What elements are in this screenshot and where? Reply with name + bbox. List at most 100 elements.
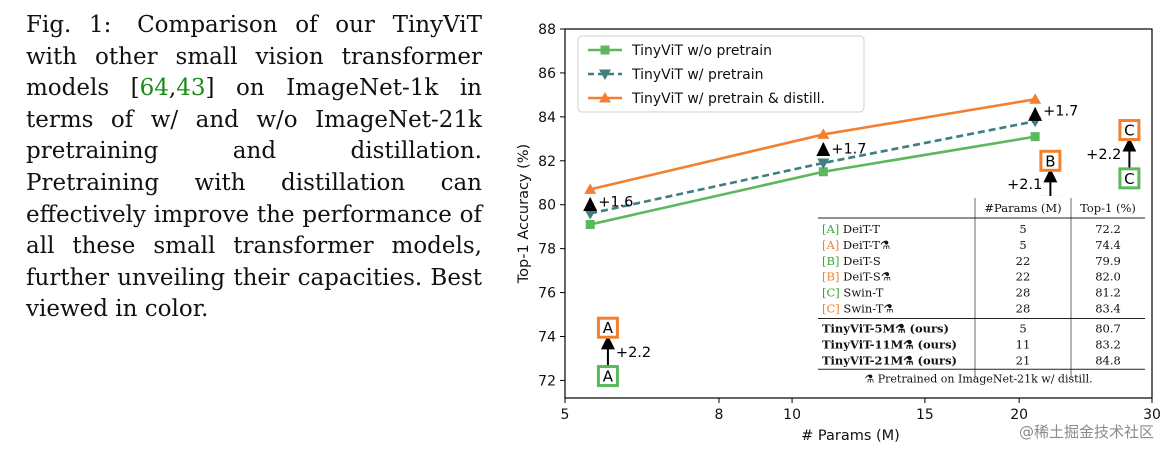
table-row-model: [A] DeiT-T	[822, 222, 880, 236]
citation-ref-2[interactable]: 43	[176, 75, 206, 102]
table-row-params: 28	[1016, 286, 1031, 300]
y-tick-label: 80	[538, 198, 556, 214]
table-row-model: [C] Swin-T	[822, 286, 884, 300]
series-2-point	[584, 183, 597, 194]
table-footnote: ⚗ Pretrained on ImageNet-21k w/ distill.	[864, 372, 1092, 385]
model-box-c	[1118, 119, 1141, 142]
figure-caption: Fig. 1: Comparison of our TinyViT with o…	[26, 10, 482, 326]
table-row-top1: 74.4	[1095, 238, 1121, 252]
table-row-tag: [A]	[822, 222, 839, 236]
caption-text-before: Comparison of our TinyViT with other sma…	[26, 12, 483, 102]
model-box-a	[596, 365, 619, 388]
table-row-tag: [A]	[822, 238, 839, 252]
y-tick-label: 82	[538, 154, 556, 170]
series-0-point	[585, 219, 595, 229]
table-header: #Params (M)	[984, 201, 1061, 215]
table-ours-params: 11	[1016, 337, 1031, 351]
series-2-point	[817, 128, 830, 139]
table-row-name: Swin-T	[840, 286, 884, 300]
table-row-model: [A] DeiT-T⚗	[822, 238, 891, 252]
table-ours-params: 21	[1016, 353, 1031, 367]
figure-label: Fig. 1:	[26, 12, 112, 38]
x-axis-label: # Params (M)	[801, 428, 900, 444]
table-row-model: [B] DeiT-S⚗	[822, 270, 892, 284]
table-row-top1: 83.4	[1095, 302, 1121, 316]
table-row-model: [B] DeiT-S	[822, 254, 881, 268]
table-ours-model: TinyViT-11M⚗ (ours)	[822, 337, 957, 351]
table-row-name: Swin-T⚗	[840, 302, 895, 316]
table-row-tag: [C]	[822, 286, 840, 300]
x-tick-label: 10	[783, 407, 801, 423]
series-line-2	[589, 98, 1036, 191]
gain-label: +1.7	[831, 142, 866, 158]
gain-label: +2.2	[1086, 147, 1121, 163]
table-row-name: DeiT-T	[839, 222, 880, 236]
table-row-top1: 82.0	[1095, 270, 1121, 284]
legend-marker-2	[599, 92, 611, 103]
x-tick-label: 15	[916, 407, 934, 423]
table-row-params: 22	[1016, 254, 1031, 268]
model-box-b	[1039, 149, 1062, 172]
x-tick-label: 20	[1010, 407, 1028, 423]
gain-label: +1.7	[1043, 103, 1078, 119]
plot-frame	[564, 28, 1153, 399]
gain-label: +2.2	[616, 345, 651, 361]
model-box-letter: C	[1124, 170, 1134, 188]
table-row-name: DeiT-S⚗	[839, 270, 891, 284]
table-row-params: 5	[1019, 222, 1026, 236]
table-ours-params: 5	[1019, 322, 1026, 336]
table-row-params: 22	[1016, 270, 1031, 284]
table-row-name: DeiT-T⚗	[839, 238, 891, 252]
legend-marker-1	[599, 69, 611, 80]
y-tick-label: 74	[538, 330, 556, 346]
legend-marker-0	[600, 45, 610, 55]
table-ours-top1: 84.8	[1095, 353, 1121, 367]
series-1-point	[817, 158, 830, 169]
series-2-point	[1029, 93, 1042, 104]
legend-label-2: TinyViT w/ pretrain & distill.	[631, 91, 825, 107]
watermark: @稀土掘金技术社区	[1018, 423, 1154, 441]
x-tick-label: 30	[1143, 407, 1161, 423]
table-row-tag: [B]	[822, 270, 839, 284]
model-box-letter: C	[1124, 122, 1134, 140]
accuracy-vs-params-chart: 72 74 76 78 80 82 84 86 88 5 8 10 15 20 30 # Params (M)…	[516, 22, 1161, 444]
y-axis-label: Top-1 Accuracy (%)	[516, 144, 532, 284]
table-row-top1: 81.2	[1095, 286, 1121, 300]
y-tick-label: 72	[538, 373, 556, 389]
table-row-tag: [B]	[822, 254, 839, 268]
legend-box	[577, 35, 865, 113]
table-row-tag: [C]	[822, 302, 840, 316]
series-line-1	[589, 119, 1036, 215]
table-ours-model: TinyViT-21M⚗ (ours)	[822, 353, 957, 367]
x-tick-label: 8	[715, 407, 724, 423]
table-ours-model: TinyViT-5M⚗ (ours)	[822, 322, 949, 336]
gain-label: +1.6	[598, 194, 633, 210]
y-tick-label: 76	[538, 286, 556, 302]
series-1-point	[1029, 116, 1042, 128]
model-box-letter: A	[603, 319, 614, 337]
table-row-params: 5	[1019, 238, 1026, 252]
table-row-top1: 72.2	[1095, 222, 1121, 236]
citation-ref-1[interactable]: 64	[139, 75, 169, 102]
caption-text-after: ] on ImageNet-1k in terms of w/ and w/o …	[26, 75, 482, 323]
y-tick-label: 78	[538, 242, 556, 258]
citation-sep: ,	[168, 75, 177, 102]
table-ours-top1: 83.2	[1095, 337, 1121, 351]
series-1-point	[584, 209, 597, 220]
model-box-c	[1118, 167, 1141, 190]
gain-label: +2.1	[1007, 177, 1042, 193]
table-row-model: [C] Swin-T⚗	[822, 302, 894, 316]
y-tick-label: 86	[538, 66, 556, 82]
y-tick-label: 84	[538, 110, 556, 126]
model-box-letter: A	[603, 368, 614, 386]
y-tick-label: 88	[538, 22, 556, 38]
table-row-top1: 79.9	[1095, 254, 1121, 268]
legend-label-0: TinyViT w/o pretrain	[631, 43, 772, 59]
model-box-letter: B	[1045, 152, 1055, 170]
table-ours-top1: 80.7	[1095, 322, 1121, 336]
legend-label-1: TinyViT w/ pretrain	[631, 67, 763, 83]
table-header: Top-1 (%)	[1080, 201, 1136, 215]
table-background	[812, 196, 1145, 384]
model-box-a	[596, 316, 619, 339]
x-tick-label: 5	[561, 407, 570, 423]
